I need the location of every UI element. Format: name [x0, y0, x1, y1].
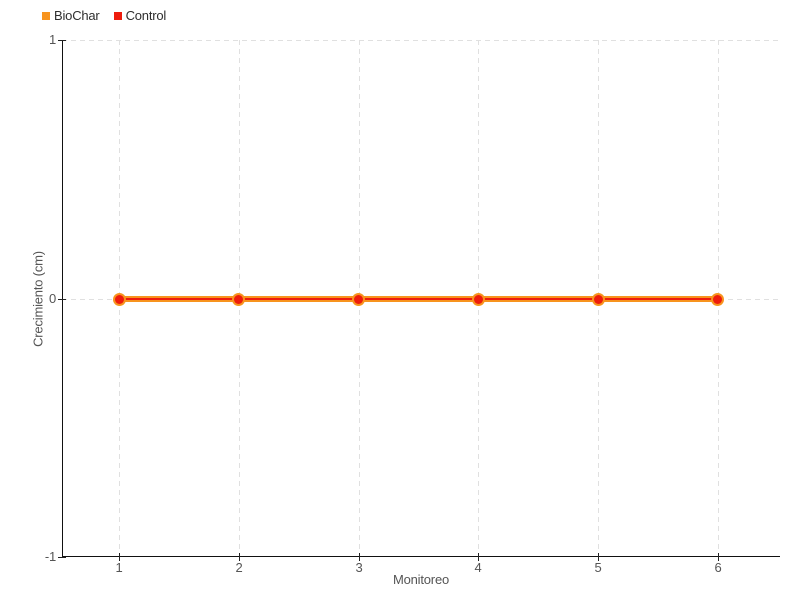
y-tick-mark: [58, 40, 66, 41]
y-tick-label: 0: [48, 291, 56, 306]
legend-item-control[interactable]: Control: [113, 8, 167, 23]
data-point-control: [713, 294, 723, 304]
data-point-control: [473, 294, 483, 304]
y-tick-label: 1: [48, 32, 56, 47]
x-tick-label: 2: [235, 560, 243, 575]
legend-label-biochar: BioChar: [54, 8, 100, 23]
x-axis-line: [62, 556, 780, 557]
y-tick-mark: [58, 557, 66, 558]
data-point-control: [114, 294, 124, 304]
series-line-biochar: [119, 296, 718, 303]
x-tick-mark: [359, 553, 360, 561]
x-tick-label: 1: [115, 560, 123, 575]
x-tick-mark: [718, 553, 719, 561]
y-tick-label: -1: [44, 549, 56, 564]
legend-swatch-biochar-icon: [42, 11, 50, 20]
legend-swatch-control-icon: [113, 11, 122, 20]
x-tick-mark: [239, 553, 240, 561]
data-point-control: [354, 294, 364, 304]
data-point-control: [234, 294, 244, 304]
x-tick-mark: [598, 553, 599, 561]
legend-item-biochar[interactable]: BioChar: [42, 8, 100, 23]
y-axis-title: Crecimiento (cm): [30, 251, 46, 347]
series-line-control: [119, 298, 718, 301]
x-axis-title: Monitoreo: [392, 572, 450, 587]
legend-label-control: Control: [125, 8, 167, 23]
data-point-control: [593, 294, 603, 304]
x-tick-label: 4: [474, 560, 482, 575]
y-axis-line: [62, 40, 63, 557]
x-tick-label: 6: [714, 560, 722, 575]
x-tick-mark: [478, 553, 479, 561]
plot-area: [62, 40, 780, 557]
x-tick-label: 5: [594, 560, 602, 575]
y-tick-mark: [58, 299, 66, 300]
horizontal-gridline: [62, 40, 780, 41]
legend: BioChar Control: [42, 8, 166, 23]
x-tick-label: 3: [355, 560, 363, 575]
x-tick-mark: [119, 553, 120, 561]
